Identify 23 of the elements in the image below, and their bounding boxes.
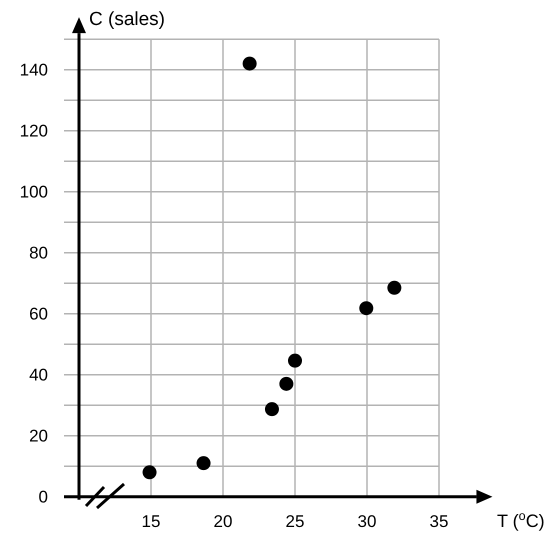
- y-tick-label: 40: [29, 366, 48, 385]
- point: [242, 56, 257, 71]
- y-tick-label: 0: [38, 488, 48, 507]
- point: [264, 402, 279, 416]
- y-tick-label: 140: [20, 60, 48, 80]
- y-tick-label: 80: [29, 244, 48, 263]
- x-tick-label: 35: [430, 512, 448, 531]
- point: [279, 376, 294, 391]
- x-tick-label: 30: [358, 512, 376, 531]
- y-axis-title: C (sales): [89, 9, 166, 30]
- y-tick-label: 20: [29, 426, 48, 446]
- point: [359, 301, 374, 316]
- x-tick-label: 15: [142, 512, 160, 531]
- point: [387, 280, 402, 295]
- x-tick-label: 20: [214, 512, 232, 531]
- point: [288, 354, 302, 368]
- point: [196, 456, 211, 470]
- x-tick-label: 25: [286, 512, 304, 531]
- point: [142, 465, 157, 480]
- y-tick-label: 120: [20, 122, 48, 141]
- y-tick-label: 60: [29, 304, 48, 324]
- y-tick-label: 100: [20, 182, 48, 202]
- x-axis-title: T ($^{o}$C): [497, 509, 545, 531]
